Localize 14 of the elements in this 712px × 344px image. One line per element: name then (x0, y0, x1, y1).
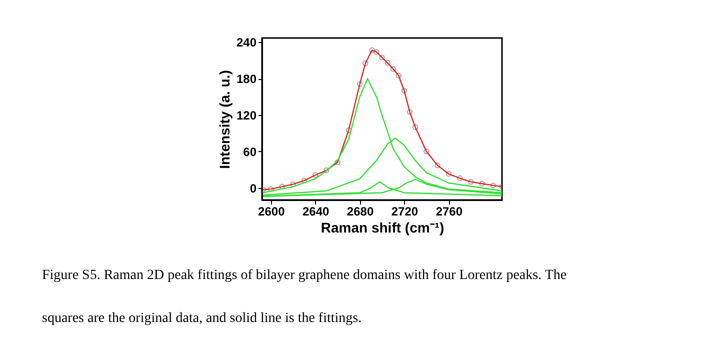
x-tick-label: 2640 (302, 204, 330, 218)
text: squares are the original data, and solid line is the fittings. (42, 311, 362, 326)
y-tick-label: 240 (236, 36, 257, 50)
x-tick-label: 2680 (346, 204, 374, 218)
y-tick-label: 180 (236, 72, 257, 86)
y-tick-label: 0 (250, 181, 257, 196)
y-axis-title: Intensity (a. u.) (216, 70, 232, 169)
x-tick-label: 2600 (258, 204, 286, 218)
x-tick-label: 2760 (436, 204, 463, 218)
caption: Figure S5. Raman 2D peak fittings of bilayer graphene domains with four Lorentz peaks. The (42, 268, 567, 283)
x-axis-title: Raman shift (cm⁻¹) (320, 220, 444, 236)
y-tick-label: 120 (236, 108, 257, 123)
y-tick-label: 60 (243, 144, 257, 159)
x-tick-label: 2720 (391, 204, 418, 218)
